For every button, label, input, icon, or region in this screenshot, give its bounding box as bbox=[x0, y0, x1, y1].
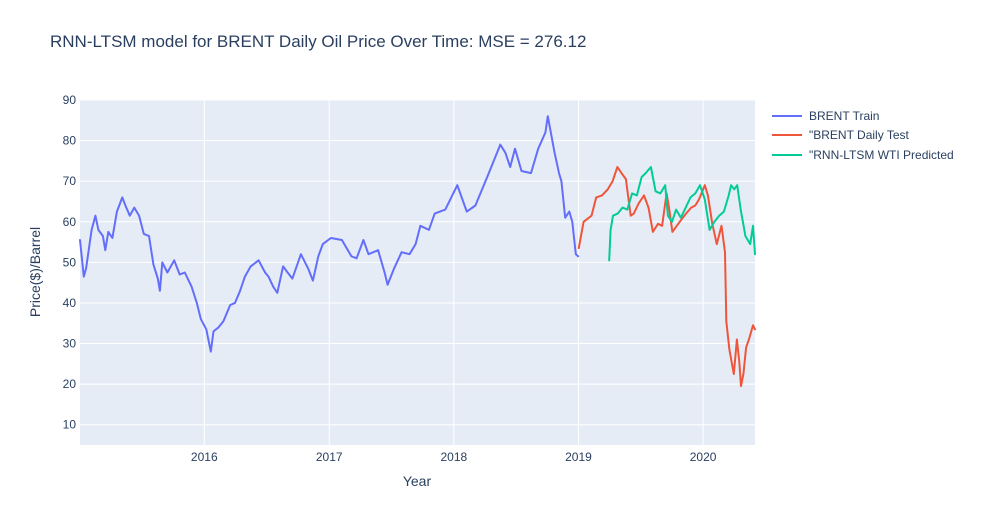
y-tick-label: 90 bbox=[63, 93, 77, 107]
legend-swatch bbox=[772, 114, 802, 117]
x-tick-labels: 2016 2017 2018 2019 2020 bbox=[191, 450, 717, 464]
y-tick-labels: 10 20 30 40 50 60 70 80 90 bbox=[63, 93, 77, 432]
y-tick-label: 20 bbox=[63, 377, 77, 391]
y-tick-label: 60 bbox=[63, 215, 77, 229]
legend-item-1[interactable]: BRENT Train bbox=[772, 106, 954, 126]
plot-area bbox=[80, 100, 755, 445]
y-tick-label: 80 bbox=[63, 134, 77, 148]
x-tick-label: 2018 bbox=[441, 450, 468, 464]
series-line-1 bbox=[79, 115, 580, 353]
chart-legend: BRENT Train "BRENT Daily Test "RNN-LTSM WT… bbox=[772, 106, 954, 165]
x-tick-label: 2020 bbox=[690, 450, 717, 464]
y-axis-title: Price($)/Barrel bbox=[27, 227, 43, 317]
legend-label: "BRENT Daily Test bbox=[809, 128, 909, 143]
series-line-2 bbox=[577, 166, 756, 388]
series-layer bbox=[79, 115, 756, 388]
y-tick-label: 40 bbox=[63, 296, 77, 310]
chart-title: RNN-LTSM model for BRENT Daily Oil Price… bbox=[50, 32, 587, 51]
x-axis-title: Year bbox=[403, 473, 432, 489]
legend-label: BRENT Train bbox=[809, 108, 880, 123]
x-tick-label: 2017 bbox=[316, 450, 343, 464]
x-tick-label: 2016 bbox=[191, 450, 218, 464]
legend-item-2[interactable]: "BRENT Daily Test bbox=[772, 126, 954, 146]
legend-swatch bbox=[772, 134, 802, 137]
legend-swatch bbox=[772, 153, 802, 156]
legend-item-3[interactable]: "RNN-LTSM WTI Predicted bbox=[772, 145, 954, 165]
gridlines bbox=[80, 99, 755, 445]
y-tick-label: 50 bbox=[63, 255, 77, 269]
legend-label: "RNN-LTSM WTI Predicted bbox=[809, 147, 954, 162]
y-tick-label: 70 bbox=[63, 174, 77, 188]
y-tick-label: 30 bbox=[63, 337, 77, 351]
y-tick-label: 10 bbox=[63, 418, 77, 432]
series-line-3 bbox=[608, 166, 756, 262]
x-tick-label: 2019 bbox=[565, 450, 592, 464]
